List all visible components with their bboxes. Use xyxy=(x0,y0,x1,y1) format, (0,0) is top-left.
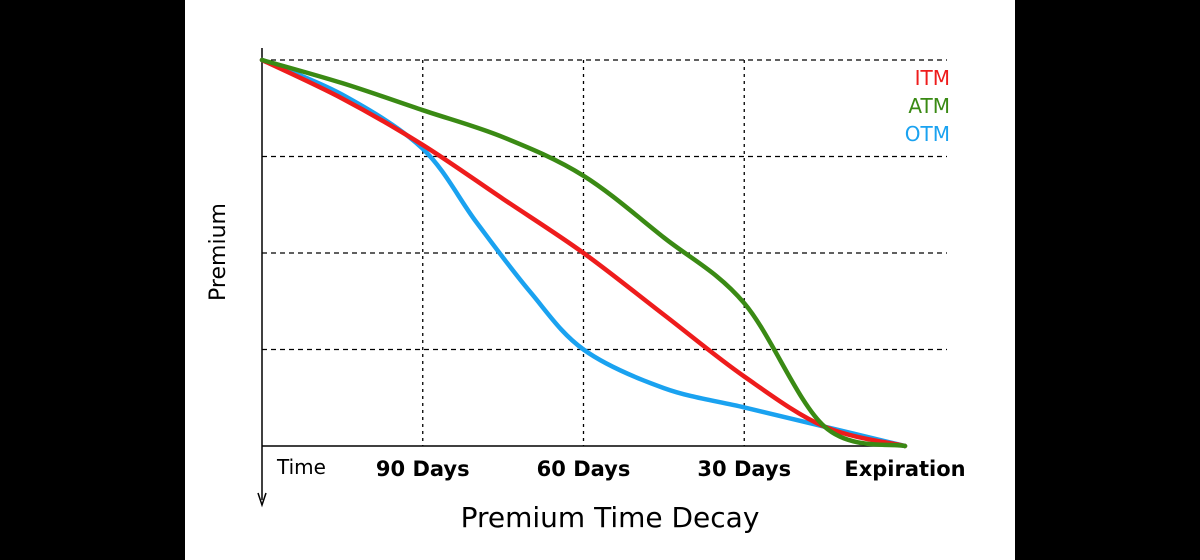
chart-canvas: 90 Days 60 Days 30 Days Expiration Time Pre… xyxy=(185,0,1015,560)
axes xyxy=(257,48,905,508)
y-axis-label: Premium xyxy=(206,203,231,301)
x-tick-label: 30 Days xyxy=(697,457,791,481)
grid xyxy=(262,59,947,446)
chart-title: Premium Time Decay xyxy=(461,501,760,534)
legend: ITM ATM OTM xyxy=(905,66,950,146)
legend-item-otm: OTM xyxy=(905,122,950,146)
x-tick-label: 60 Days xyxy=(537,457,631,481)
series-line-atm xyxy=(259,57,908,449)
legend-item-atm: ATM xyxy=(908,94,950,118)
y-axis-arrowhead xyxy=(257,492,267,508)
x-tick-labels: 90 Days 60 Days 30 Days Expiration xyxy=(376,457,966,481)
series-line-itm xyxy=(259,57,908,449)
series-group xyxy=(259,57,908,449)
x-tick-label: 90 Days xyxy=(376,457,470,481)
legend-item-itm: ITM xyxy=(915,66,950,90)
premium-decay-chart: 90 Days 60 Days 30 Days Expiration Time Pre… xyxy=(206,48,966,534)
x-tick-label: Expiration xyxy=(844,457,965,481)
x-axis-start-label: Time xyxy=(276,455,326,479)
